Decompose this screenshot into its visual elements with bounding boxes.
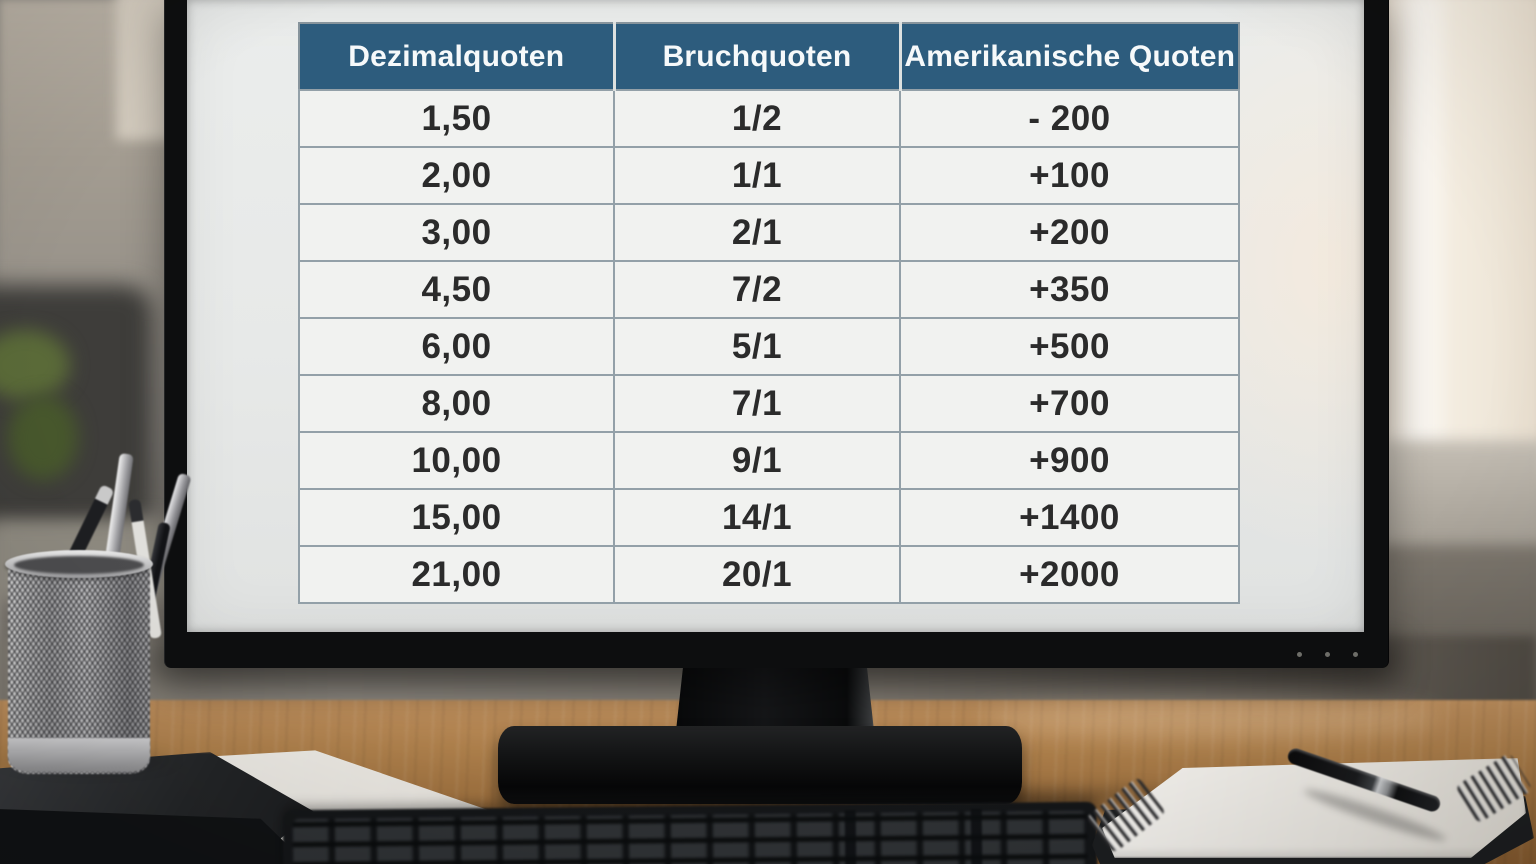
pen-cup-base	[8, 738, 150, 772]
table-row: 2,00 1/1 +100	[298, 146, 1240, 205]
odds-cell: +1400	[899, 488, 1240, 547]
background-shelf-right	[1378, 440, 1536, 560]
odds-cell: 15,00	[298, 488, 615, 547]
keyboard-keys	[292, 810, 1088, 864]
table-row: 1,50 1/2 - 200	[298, 89, 1240, 148]
table-row: 8,00 7/1 +700	[298, 374, 1240, 433]
odds-cell: +900	[899, 431, 1240, 490]
odds-cell: +100	[899, 146, 1240, 205]
desk-window-reflection	[980, 698, 1440, 738]
odds-cell: 21,00	[298, 545, 615, 604]
table-row: 4,50 7/2 +350	[298, 260, 1240, 319]
odds-cell: 3,00	[298, 203, 615, 262]
odds-cell: 14/1	[613, 488, 901, 547]
monitor-bezel: Dezimalquoten Bruchquoten Amerikanische …	[164, 0, 1389, 668]
background-plant-leaves	[8, 395, 78, 480]
pen-cup-opening	[14, 556, 144, 574]
odds-cell: 2/1	[613, 203, 901, 262]
monitor-button-dot	[1297, 652, 1302, 657]
odds-conversion-table: Dezimalquoten Bruchquoten Amerikanische …	[298, 22, 1240, 604]
background-plant	[0, 330, 70, 400]
keyboard-cluster-gap	[970, 808, 983, 864]
odds-cell: +350	[899, 260, 1240, 319]
monitor-button-dot	[1353, 652, 1358, 657]
odds-cell: - 200	[899, 89, 1240, 148]
odds-cell: 5/1	[613, 317, 901, 376]
keyboard-cluster-gap	[844, 810, 857, 864]
table-row: 3,00 2/1 +200	[298, 203, 1240, 262]
odds-cell: 1,50	[298, 89, 615, 148]
odds-cell: 20/1	[613, 545, 901, 604]
odds-table-header: Dezimalquoten Bruchquoten Amerikanische …	[298, 23, 1240, 91]
odds-cell: 6,00	[298, 317, 615, 376]
table-row: 6,00 5/1 +500	[298, 317, 1240, 376]
odds-cell: 8,00	[298, 374, 615, 433]
odds-cell: +2000	[899, 545, 1240, 604]
odds-cell: 1/1	[613, 146, 901, 205]
table-row: 10,00 9/1 +900	[298, 431, 1240, 490]
odds-cell: 4,50	[298, 260, 615, 319]
odds-cell: 2,00	[298, 146, 615, 205]
odds-table-body: 1,50 1/2 - 200 2,00 1/1 +100 3,00 2/1 +2…	[298, 89, 1240, 604]
monitor-button-dot	[1325, 652, 1330, 657]
odds-cell: +500	[899, 317, 1240, 376]
odds-cell: 7/2	[613, 260, 901, 319]
odds-cell: +700	[899, 374, 1240, 433]
column-header-american-odds: Amerikanische Quoten	[898, 23, 1240, 91]
keyboard	[282, 801, 1098, 864]
monitor-stand-base	[498, 726, 1022, 804]
monitor-screen: Dezimalquoten Bruchquoten Amerikanische …	[187, 0, 1364, 632]
odds-cell: +200	[899, 203, 1240, 262]
odds-cell: 7/1	[613, 374, 901, 433]
column-header-decimal-odds: Dezimalquoten	[298, 23, 616, 91]
background-curtain-highlight	[1400, 0, 1440, 460]
table-row: 21,00 20/1 +2000	[298, 545, 1240, 604]
odds-cell: 1/2	[613, 89, 901, 148]
column-header-fractional-odds: Bruchquoten	[612, 23, 902, 91]
table-row: 15,00 14/1 +1400	[298, 488, 1240, 547]
odds-cell: 9/1	[613, 431, 901, 490]
odds-cell: 10,00	[298, 431, 615, 490]
